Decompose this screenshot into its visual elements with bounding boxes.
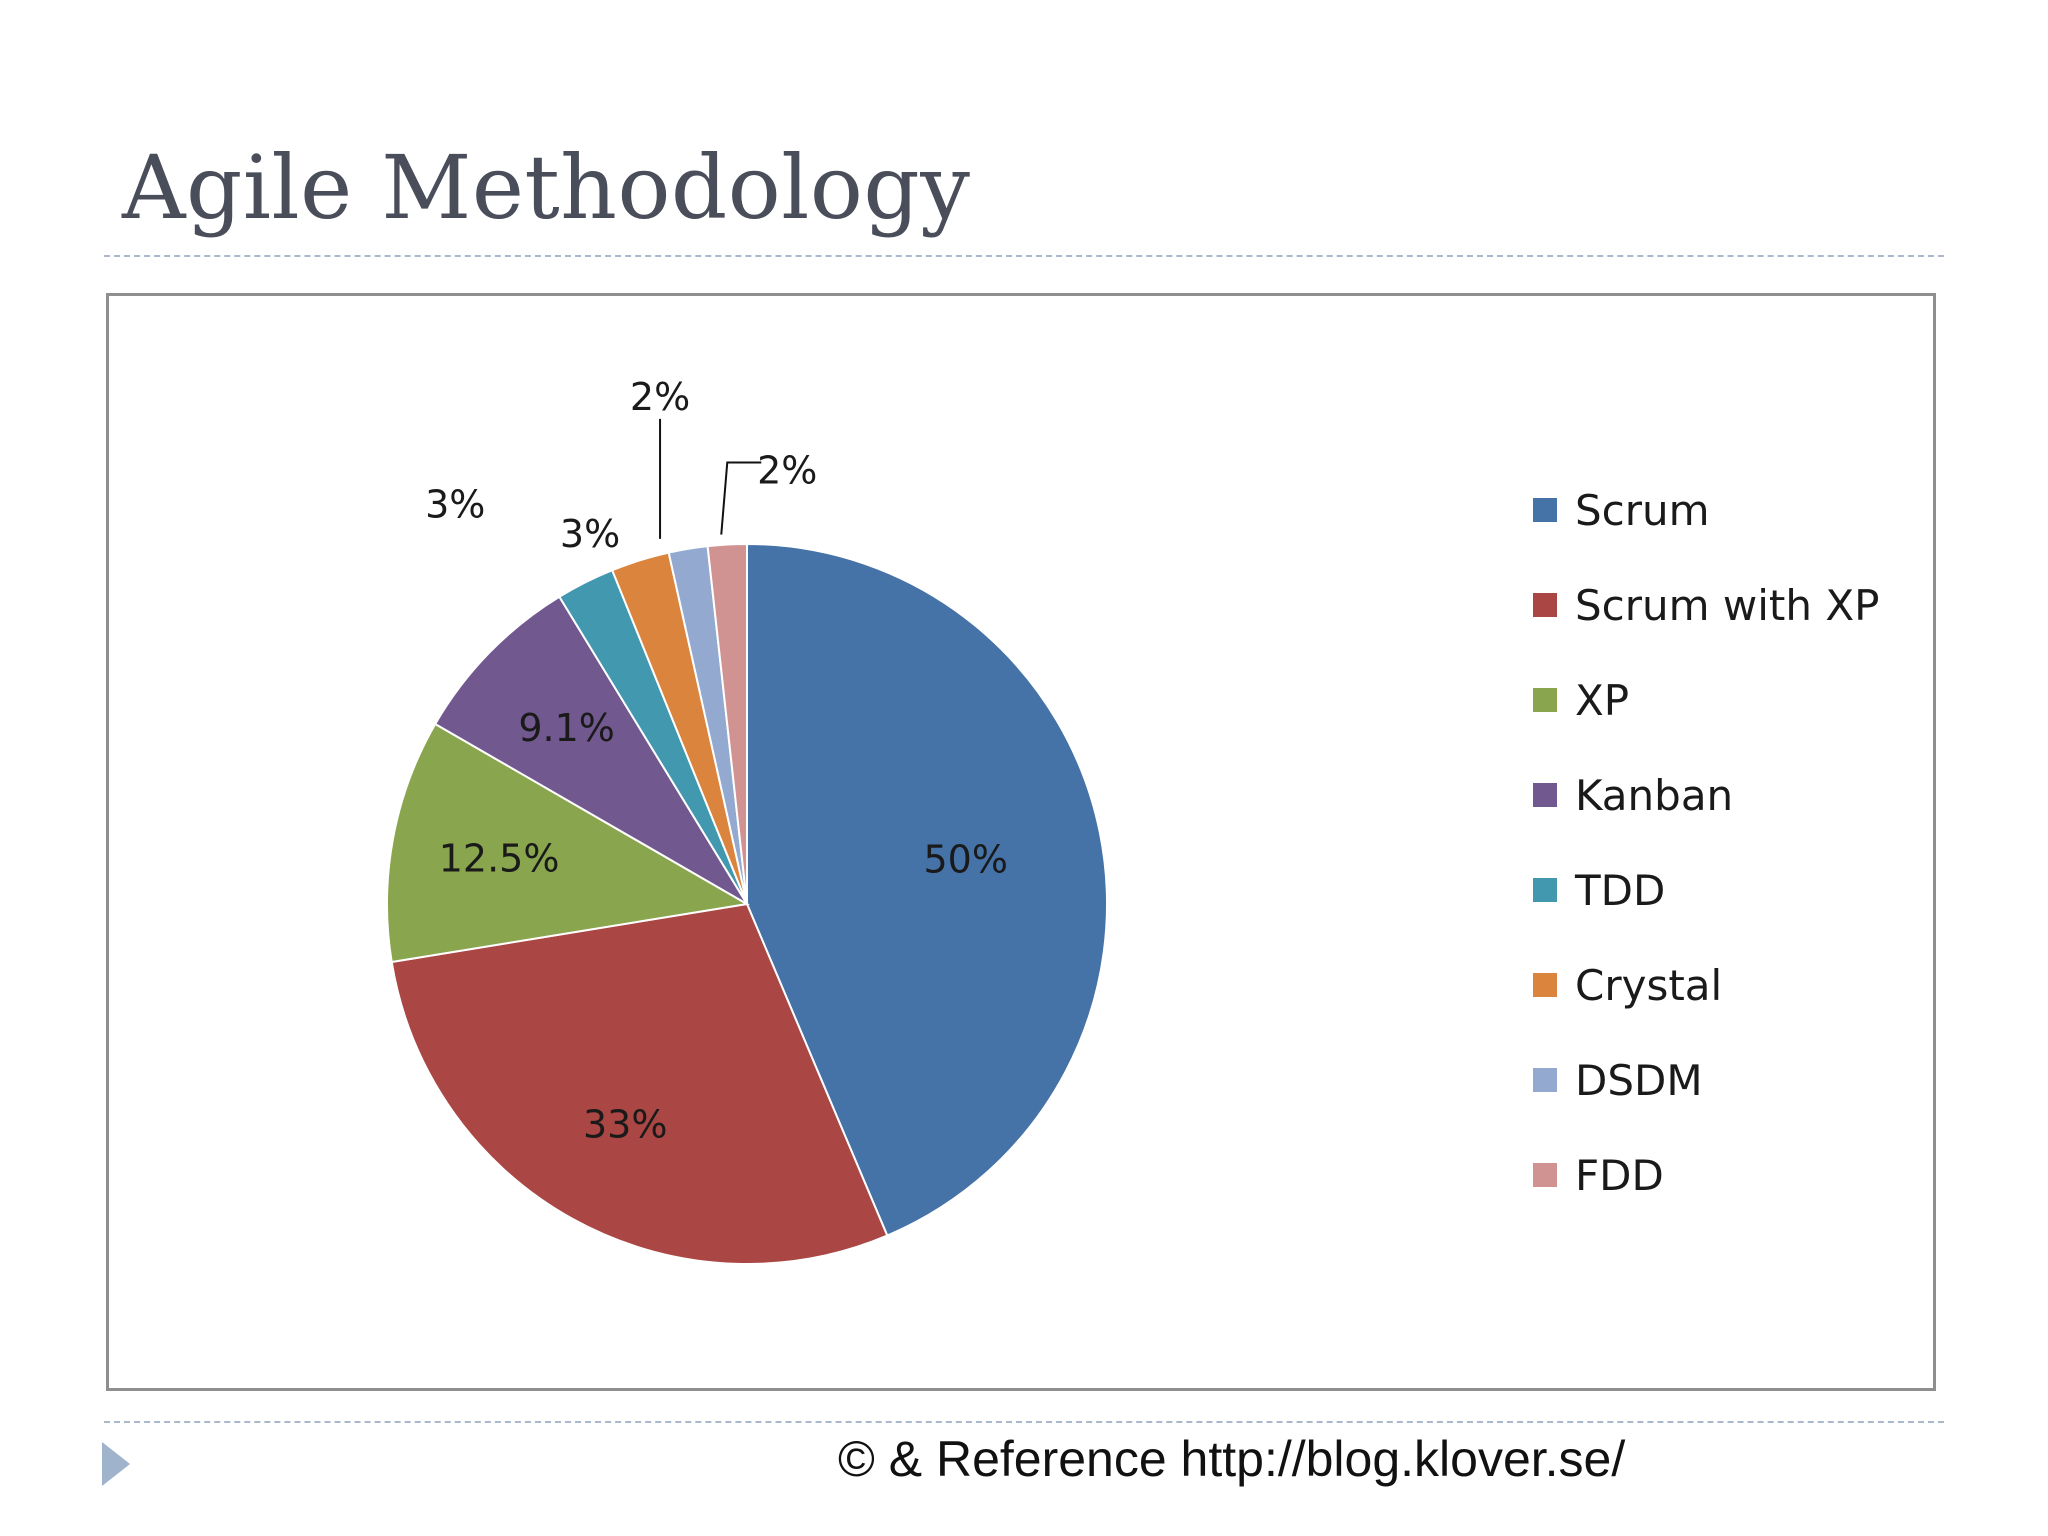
slice-fdd xyxy=(706,542,748,905)
legend-swatch-xp xyxy=(1533,688,1557,712)
legend-label-crystal: Crystal xyxy=(1575,961,1722,1010)
legend-swatch-fdd xyxy=(1533,1163,1557,1187)
data-label-crystal: 3% xyxy=(560,512,620,556)
data-label-kanban: 9.1% xyxy=(518,706,615,750)
data-label-xp: 12.5% xyxy=(439,837,560,881)
slice-scrum-with-xp xyxy=(390,902,889,1265)
chart-frame: 50% 33% 12.5% 9.1% 3% 3% 2% 2% Scrum Scrum with … xyxy=(106,293,1936,1391)
slice-kanban xyxy=(433,595,748,905)
pie-slices xyxy=(386,542,1108,1265)
legend-swatch-kanban xyxy=(1533,783,1557,807)
slice-xp xyxy=(386,722,750,964)
leader-lines xyxy=(659,418,762,539)
legend-label-scrum: Scrum xyxy=(1575,486,1710,535)
legend-label-fdd: FDD xyxy=(1575,1151,1664,1200)
leader-line-fdd xyxy=(720,461,762,535)
bullet-arrow-icon xyxy=(102,1442,130,1486)
slice-scrum xyxy=(746,542,1108,1237)
legend-label-dsdm: DSDM xyxy=(1575,1056,1703,1105)
legend-swatch-scrum-with-xp xyxy=(1533,593,1557,617)
data-label-tdd: 3% xyxy=(425,482,485,526)
legend-swatch-scrum xyxy=(1533,498,1557,522)
data-label-dsdm: 2% xyxy=(630,375,690,419)
legend-label-scrum-with-xp: Scrum with XP xyxy=(1575,581,1879,630)
legend: Scrum Scrum with XP XP Kanban TDD Crystal DSDM… xyxy=(1533,486,1879,1200)
legend-label-tdd: TDD xyxy=(1574,866,1665,915)
legend-label-kanban: Kanban xyxy=(1575,771,1733,820)
legend-label-xp: XP xyxy=(1575,676,1629,725)
legend-swatch-crystal xyxy=(1533,973,1557,997)
data-label-fdd: 2% xyxy=(757,449,817,493)
title-divider xyxy=(104,255,1944,257)
slide-title: Agile Methodology xyxy=(122,136,971,239)
legend-swatch-dsdm xyxy=(1533,1068,1557,1092)
footer-reference: © & Reference http://blog.klover.se/ xyxy=(838,1431,1626,1487)
legend-swatch-tdd xyxy=(1533,878,1557,902)
data-label-scrum-with-xp: 33% xyxy=(583,1103,667,1147)
data-labels: 50% 33% 12.5% 9.1% 3% 3% 2% 2% xyxy=(425,375,1008,1147)
pie-chart: 50% 33% 12.5% 9.1% 3% 3% 2% 2% Scrum Scrum with … xyxy=(386,375,1879,1265)
footer-divider xyxy=(104,1421,1944,1423)
data-label-scrum: 50% xyxy=(924,838,1008,882)
